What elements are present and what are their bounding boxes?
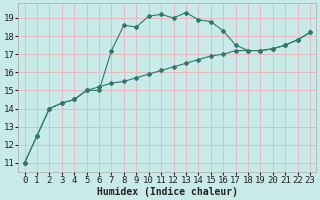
X-axis label: Humidex (Indice chaleur): Humidex (Indice chaleur) [97, 186, 238, 197]
